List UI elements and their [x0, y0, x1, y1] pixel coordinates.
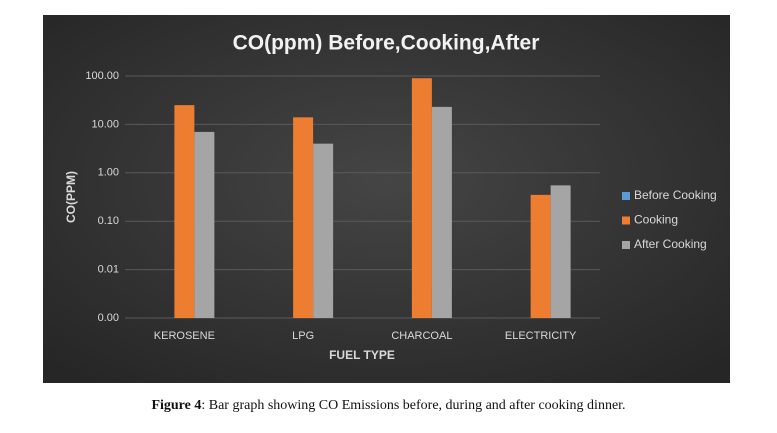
bar	[550, 185, 571, 318]
y-tick-label: 0.01	[98, 264, 119, 276]
legend-swatch	[622, 216, 630, 225]
chart-title: CO(ppm) Before,Cooking,After	[233, 32, 540, 55]
x-tick-label: ELECTRICITY	[505, 330, 577, 342]
bar	[194, 131, 215, 318]
figure-caption: Figure 4: Bar graph showing CO Emissions…	[0, 398, 777, 414]
bar	[411, 78, 432, 318]
legend-label: After Cooking	[634, 237, 707, 251]
caption-label: Figure 4	[151, 398, 202, 413]
y-tick-label: 10.00	[91, 118, 119, 130]
x-tick-label: CHARCOAL	[391, 330, 452, 342]
legend-swatch	[622, 192, 630, 200]
bar	[431, 106, 452, 319]
y-tick-label: 0.00	[98, 312, 119, 324]
bar	[313, 143, 334, 318]
y-tick-label: 100.00	[85, 70, 119, 82]
x-tick-label: LPG	[292, 330, 314, 342]
x-tick-label: KEROSENE	[154, 330, 215, 342]
legend-swatch	[622, 241, 630, 249]
y-axis-title: CO(PPM)	[64, 171, 78, 223]
bar	[293, 117, 314, 319]
bar	[530, 194, 551, 318]
x-axis-title: FUEL TYPE	[329, 348, 395, 362]
legend-label: Before Cooking	[634, 188, 717, 202]
y-tick-label: 0.10	[98, 215, 119, 227]
caption-text: : Bar graph showing CO Emissions before,…	[201, 398, 626, 413]
bar	[174, 105, 195, 318]
chart: CO(ppm) Before,Cooking,After FUEL TYPE C…	[43, 15, 730, 383]
legend-label: Cooking	[634, 213, 678, 227]
y-tick-label: 1.00	[98, 167, 119, 179]
